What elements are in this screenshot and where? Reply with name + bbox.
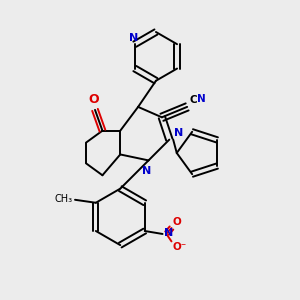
Text: N: N	[142, 166, 152, 176]
Text: N: N	[164, 228, 173, 239]
Text: CH₃: CH₃	[55, 194, 73, 204]
Text: N: N	[129, 33, 138, 43]
Text: C: C	[190, 95, 197, 105]
Text: O: O	[88, 93, 99, 106]
Text: N: N	[174, 128, 183, 138]
Text: O: O	[172, 218, 181, 227]
Text: N: N	[197, 94, 206, 104]
Text: O⁻: O⁻	[172, 242, 187, 252]
